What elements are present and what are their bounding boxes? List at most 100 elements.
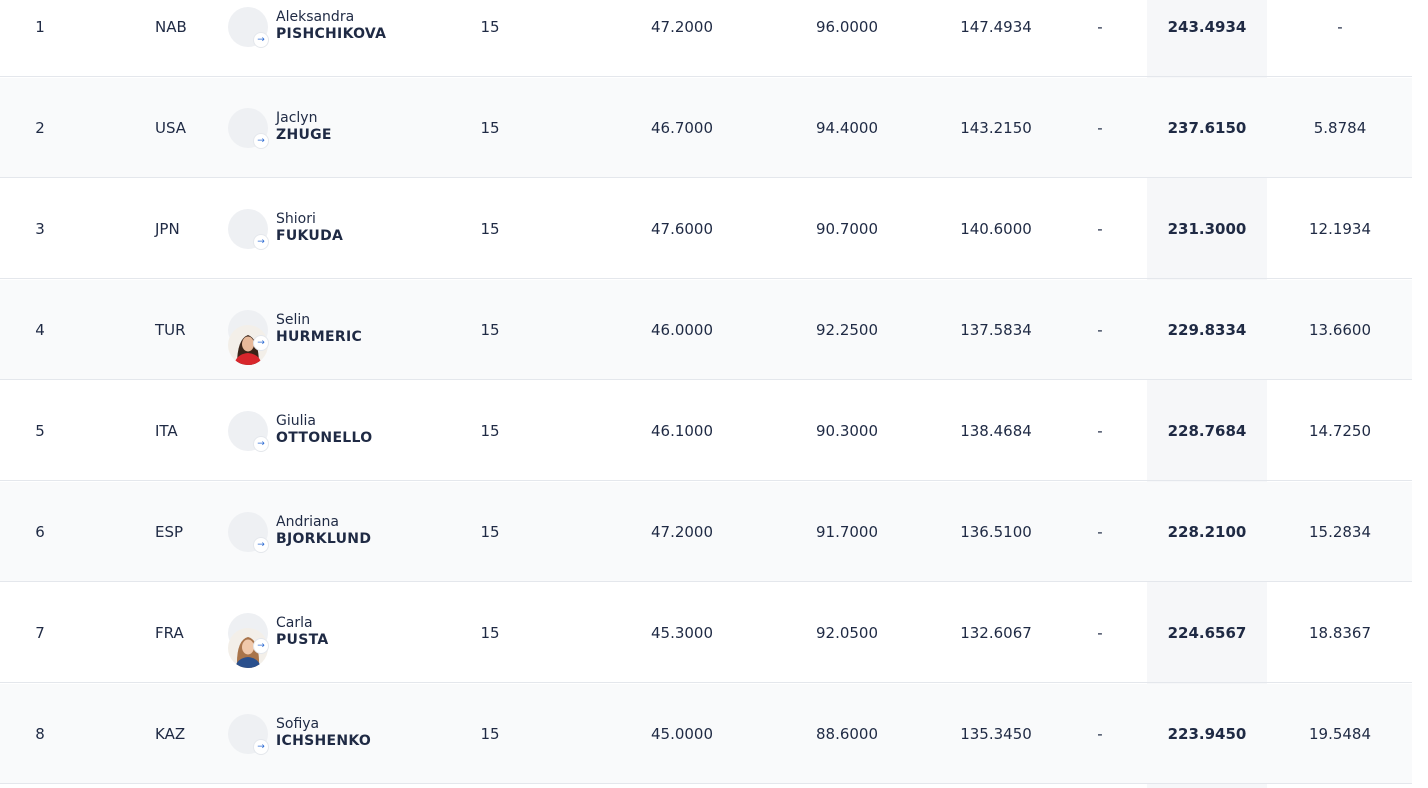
e-score-cell: 92.2500	[815, 321, 879, 339]
athlete-family-name[interactable]: PISHCHIKOVA	[276, 26, 387, 42]
artistry-score-cell: 136.5100	[960, 523, 1032, 541]
apparatus-count-cell: 15	[480, 624, 500, 642]
arrow-right-icon[interactable]: →	[253, 436, 269, 452]
athlete-family-name[interactable]: BJORKLUND	[276, 531, 372, 547]
penalty-cell: -	[1097, 18, 1103, 36]
noc-cell: JPN	[120, 179, 210, 279]
athlete-family-name[interactable]: ZHUGE	[276, 127, 332, 143]
athlete-name[interactable]: Aleksandra PISHCHIKOVA	[276, 9, 386, 43]
noc-cell: ITA	[120, 381, 210, 481]
penalty-cell: -	[1097, 523, 1103, 541]
total-score-cell: 223.9450	[1167, 725, 1247, 743]
table-row: 6 ESP → Andriana BJORKLUND 15 47.2000 91.7000 13…	[0, 482, 1412, 582]
arrow-right-icon[interactable]: →	[253, 32, 269, 48]
athlete-cell[interactable]: → Carla PUSTA	[228, 583, 448, 683]
athlete-family-name[interactable]: OTTONELLO	[276, 430, 373, 446]
athlete-cell[interactable]: → Aleksandra PISHCHIKOVA	[228, 0, 448, 77]
athlete-name[interactable]: Carla PUSTA	[276, 615, 329, 649]
noc-code: USA	[155, 119, 187, 137]
noc-code: ESP	[155, 523, 184, 541]
athlete-given-name[interactable]: Giulia	[276, 413, 316, 429]
total-score-cell: 243.4934	[1167, 18, 1247, 36]
athlete-cell[interactable]: → Jaclyn ZHUGE	[228, 78, 448, 178]
e-score-cell: 94.4000	[815, 119, 879, 137]
athlete-family-name[interactable]: PUSTA	[276, 632, 329, 648]
athlete-family-name[interactable]: HURMERIC	[276, 329, 363, 345]
artistry-score-cell: 140.6000	[960, 220, 1032, 238]
rank-cell: 7	[35, 624, 45, 642]
e-score-cell: 96.0000	[815, 18, 879, 36]
athlete-cell[interactable]: → Andriana BJORKLUND	[228, 482, 448, 582]
total-score-cell: 224.6567	[1167, 624, 1247, 642]
athlete-name[interactable]: Sofiya ICHSHENKO	[276, 716, 371, 750]
penalty-cell: -	[1097, 321, 1103, 339]
athlete-cell[interactable]: → Shiori FUKUDA	[228, 179, 448, 279]
total-score-cell: 237.6150	[1167, 119, 1247, 137]
athlete-cell[interactable]: → Selin HURMERIC	[228, 280, 448, 380]
esp-flag-icon	[122, 520, 146, 544]
arrow-right-icon[interactable]: →	[253, 133, 269, 149]
arrow-right-icon[interactable]: →	[253, 537, 269, 553]
athlete-name[interactable]: Giulia OTTONELLO	[276, 413, 372, 447]
behind-cell: 14.7250	[1308, 422, 1372, 440]
behind-cell: 5.8784	[1313, 119, 1367, 137]
athlete-given-name[interactable]: Selin	[276, 312, 311, 328]
athlete-name[interactable]: Jaclyn ZHUGE	[276, 110, 332, 144]
artistry-score-cell: 137.5834	[960, 321, 1032, 339]
apparatus-count-cell: 15	[480, 523, 500, 541]
athlete-given-name[interactable]: Andriana	[276, 514, 340, 530]
athlete-family-name[interactable]: FUKUDA	[276, 228, 344, 244]
athlete-given-name[interactable]: Sofiya	[276, 716, 320, 732]
behind-cell: -	[1337, 18, 1343, 36]
athlete-given-name[interactable]: Shiori	[276, 211, 316, 227]
apparatus-count-cell: 15	[480, 220, 500, 238]
apparatus-count-cell: 15	[480, 18, 500, 36]
arrow-right-icon[interactable]: →	[253, 335, 269, 351]
athlete-given-name[interactable]: Jaclyn	[276, 110, 318, 126]
table-row: 1 NAB → Aleksandra PISHCHIKOVA 15 47.2000 96.00…	[0, 0, 1412, 77]
noc-cell: NAB	[120, 0, 210, 77]
behind-cell: 15.2834	[1308, 523, 1372, 541]
athlete-given-name[interactable]: Aleksandra	[276, 9, 355, 25]
total-score-cell: 228.2100	[1167, 523, 1247, 541]
apparatus-count-cell: 15	[480, 119, 500, 137]
athlete-family-name[interactable]: ICHSHENKO	[276, 733, 372, 749]
athlete-name[interactable]: Selin HURMERIC	[276, 312, 362, 346]
athlete-given-name[interactable]: Carla	[276, 615, 313, 631]
rank-cell: 8	[35, 725, 45, 743]
arrow-right-icon[interactable]: →	[253, 234, 269, 250]
athlete-name[interactable]: Andriana BJORKLUND	[276, 514, 371, 548]
artistry-score-cell: 147.4934	[960, 18, 1032, 36]
athlete-avatar[interactable]	[228, 613, 268, 668]
penalty-cell: -	[1097, 624, 1103, 642]
rank-cell: 3	[35, 220, 45, 238]
noc-cell: USA	[120, 78, 210, 178]
penalty-cell: -	[1097, 725, 1103, 743]
apparatus-count-cell: 15	[480, 321, 500, 339]
e-score-cell: 90.3000	[815, 422, 879, 440]
usa-flag-icon	[122, 116, 146, 140]
rank-cell: 6	[35, 523, 45, 541]
athlete-cell[interactable]: → Sofiya ICHSHENKO	[228, 684, 448, 784]
noc-cell: ESP	[120, 482, 210, 582]
noc-cell: KAZ	[120, 684, 210, 784]
athlete-cell[interactable]: → Giulia OTTONELLO	[228, 381, 448, 481]
arrow-right-icon[interactable]: →	[253, 739, 269, 755]
nab-flag-icon	[122, 15, 146, 39]
noc-cell: TUR	[120, 280, 210, 380]
rank-cell: 2	[35, 119, 45, 137]
jpn-flag-icon	[122, 217, 146, 241]
noc-code: JPN	[155, 220, 180, 238]
noc-cell: FRA	[120, 583, 210, 683]
total-score-cell: 231.3000	[1167, 220, 1247, 238]
table-row: 4 TUR → Selin HURMERIC 15 46.0000 92.2500 137.58…	[0, 280, 1412, 380]
d-score-cell: 47.2000	[650, 18, 714, 36]
total-score-cell: 229.8334	[1167, 321, 1247, 339]
arrow-right-icon[interactable]: →	[253, 638, 269, 654]
d-score-cell: 47.2000	[650, 523, 714, 541]
penalty-cell: -	[1097, 220, 1103, 238]
apparatus-count-cell: 15	[480, 422, 500, 440]
artistry-score-cell: 135.3450	[960, 725, 1032, 743]
athlete-name[interactable]: Shiori FUKUDA	[276, 211, 343, 245]
